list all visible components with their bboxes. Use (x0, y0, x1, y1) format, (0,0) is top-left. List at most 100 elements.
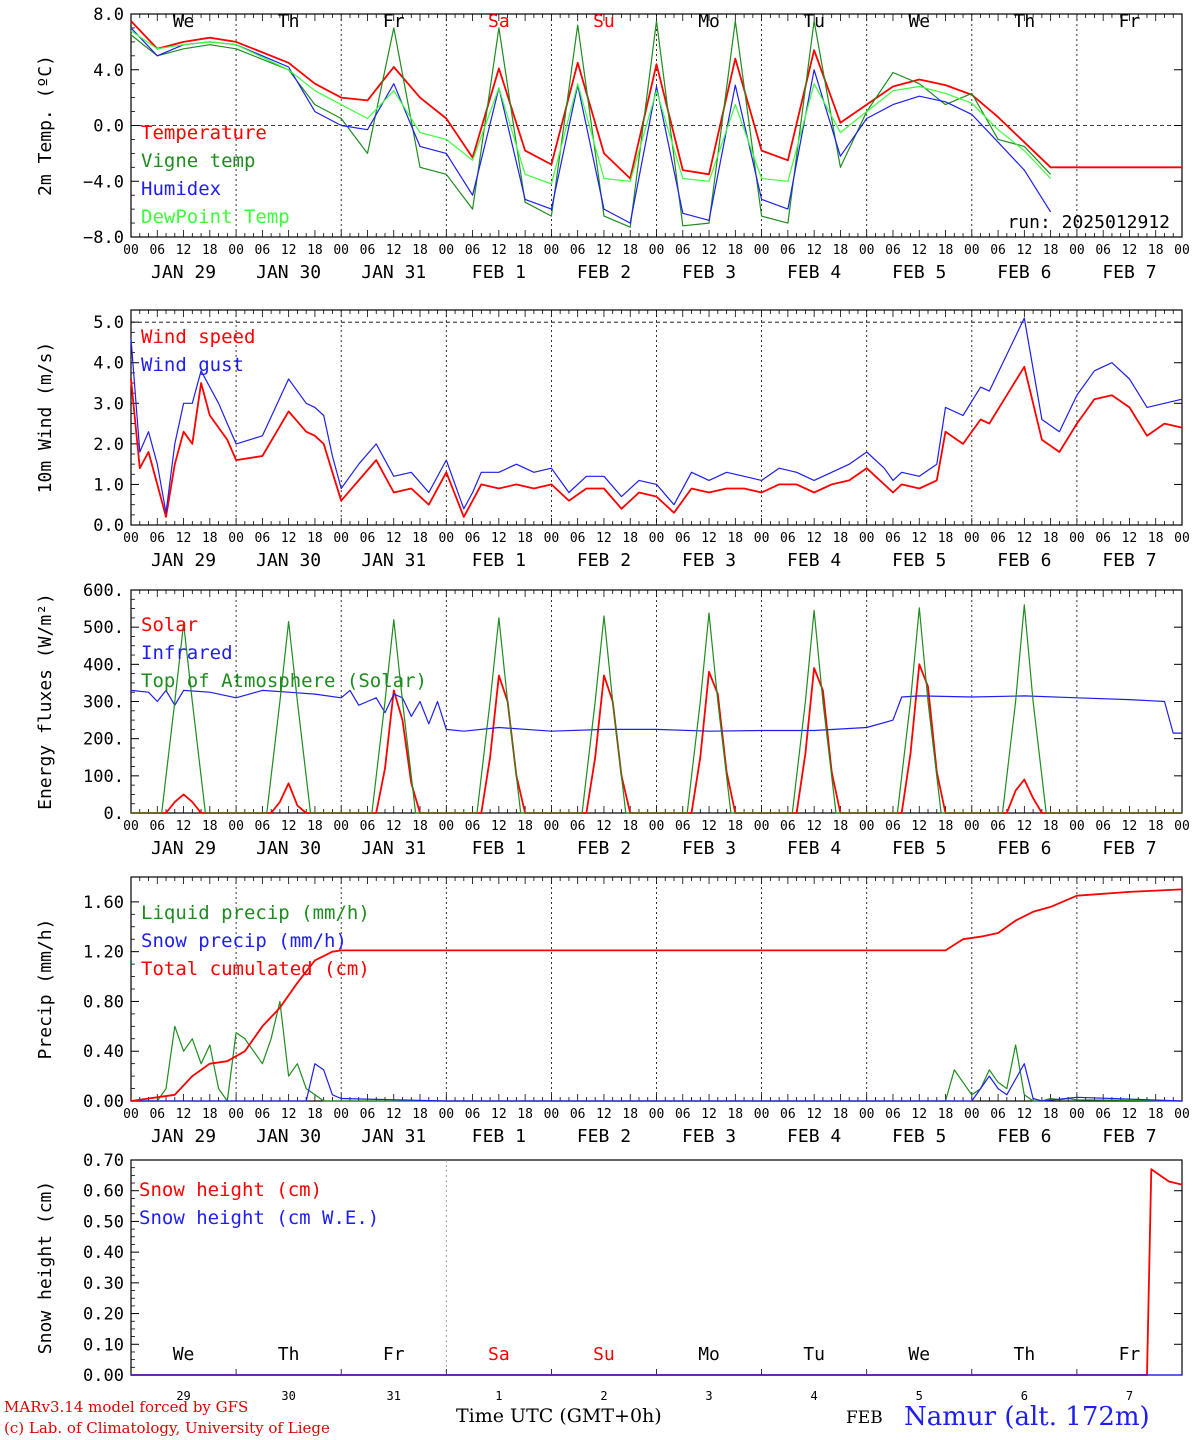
hour-label: 12 (386, 243, 402, 258)
hour-label: 00 (964, 243, 980, 258)
hour-label: 12 (176, 1107, 192, 1122)
hour-label: 06 (675, 243, 691, 258)
date-label: JAN 29 (151, 1126, 216, 1147)
hour-label: 06 (465, 531, 481, 546)
hour-label: 12 (281, 819, 297, 834)
hour-label: 06 (465, 243, 481, 258)
weekday-label: Mo (698, 11, 720, 32)
weekday-label: Th (1014, 11, 1036, 32)
hour-label: 18 (202, 1107, 218, 1122)
hour-label: 18 (1043, 243, 1059, 258)
hour-label: 00 (544, 1107, 560, 1122)
hour-label: 12 (386, 1107, 402, 1122)
y-tick-label: 100. (83, 767, 124, 787)
y-tick-label: 0.50 (83, 1212, 124, 1232)
hour-label: 00 (123, 531, 139, 546)
hour-label: 12 (1122, 1107, 1138, 1122)
hour-label: 00 (1174, 531, 1190, 546)
hour-label: 18 (727, 531, 743, 546)
hour-label: 18 (307, 531, 323, 546)
hour-label: 18 (1043, 1107, 1059, 1122)
hour-label: 18 (307, 1107, 323, 1122)
hour-label: 00 (1174, 1107, 1190, 1122)
hour-label: 12 (806, 1107, 822, 1122)
y-tick-label: 0.80 (83, 992, 124, 1012)
hour-label: 00 (228, 531, 244, 546)
y-tick-label: 4.0 (93, 354, 124, 374)
weekday-label: Fr (383, 1344, 405, 1365)
y-tick-label: 8.0 (93, 5, 124, 25)
hour-label: 00 (754, 243, 770, 258)
hour-label: 06 (780, 531, 796, 546)
day-number: 29 (176, 1389, 190, 1400)
hour-label: 00 (1174, 819, 1190, 834)
date-label: FEB 5 (892, 838, 946, 859)
date-label: FEB 1 (472, 1126, 526, 1147)
weekday-label: Th (278, 1344, 300, 1365)
hour-label: 00 (754, 531, 770, 546)
y-tick-label: 0. (104, 804, 124, 824)
hour-label: 00 (123, 1107, 139, 1122)
series-line-temperature (130, 20, 1182, 180)
hour-label: 06 (149, 243, 165, 258)
month-label: FEB (846, 1408, 883, 1428)
hour-label: 18 (833, 1107, 849, 1122)
hour-label: 12 (596, 1107, 612, 1122)
hour-label: 18 (412, 243, 428, 258)
hour-label: 00 (859, 531, 875, 546)
y-tick-label: 500. (83, 618, 124, 638)
hour-label: 06 (570, 243, 586, 258)
date-label: FEB 3 (682, 838, 736, 859)
day-number: 6 (1021, 1389, 1028, 1400)
hour-label: 12 (911, 531, 927, 546)
hour-label: 06 (255, 243, 271, 258)
weekday-label: Mo (698, 1344, 720, 1365)
date-label: FEB 7 (1102, 262, 1156, 283)
legend-entry: Snow height (cm W.E.) (139, 1207, 379, 1229)
hour-label: 00 (544, 819, 560, 834)
date-label: FEB 2 (577, 550, 631, 571)
date-label: JAN 31 (361, 1126, 426, 1147)
hour-label: 18 (517, 531, 533, 546)
date-label: FEB 3 (682, 262, 736, 283)
legend-entry: Vigne temp (141, 150, 255, 172)
hour-label: 00 (964, 531, 980, 546)
hour-label: 12 (386, 531, 402, 546)
hour-label: 18 (1043, 819, 1059, 834)
hour-label: 12 (701, 531, 717, 546)
y-tick-label: 0.10 (83, 1335, 124, 1355)
time-axis-label: Time UTC (GMT+0h) (456, 1405, 662, 1427)
date-label: JAN 31 (361, 550, 426, 571)
date-label: FEB 6 (997, 1126, 1051, 1147)
series-line-top-of-atmosphere-solar- (131, 604, 1182, 814)
hour-label: 00 (649, 531, 665, 546)
hour-label: 00 (438, 243, 454, 258)
hour-label: 12 (806, 531, 822, 546)
hour-label: 06 (1095, 243, 1111, 258)
hour-label: 12 (911, 1107, 927, 1122)
date-label: JAN 29 (151, 262, 216, 283)
lab-credit: (c) Lab. of Climatology, University of L… (4, 1419, 330, 1437)
hour-label: 12 (491, 819, 507, 834)
hour-label: 00 (1069, 531, 1085, 546)
date-label: FEB 6 (997, 838, 1051, 859)
y-axis-label: Energy fluxes (W/m²) (35, 593, 56, 810)
y-tick-label: 0.70 (83, 1151, 124, 1171)
hour-label: 18 (938, 243, 954, 258)
date-label: JAN 29 (151, 550, 216, 571)
hour-label: 18 (307, 243, 323, 258)
legend-entry: Wind gust (141, 354, 244, 376)
hour-label: 18 (727, 243, 743, 258)
date-label: JAN 29 (151, 838, 216, 859)
hour-label: 12 (386, 819, 402, 834)
series-line-dewpoint-temp (130, 30, 1052, 185)
hour-label: 18 (202, 531, 218, 546)
legend-entry: Liquid precip (mm/h) (141, 902, 370, 924)
hour-label: 18 (833, 531, 849, 546)
hour-label: 12 (596, 531, 612, 546)
day-number: 31 (387, 1389, 401, 1400)
day-number: 5 (916, 1389, 923, 1400)
hour-label: 00 (964, 819, 980, 834)
hour-label: 00 (333, 1107, 349, 1122)
hour-label: 12 (701, 1107, 717, 1122)
